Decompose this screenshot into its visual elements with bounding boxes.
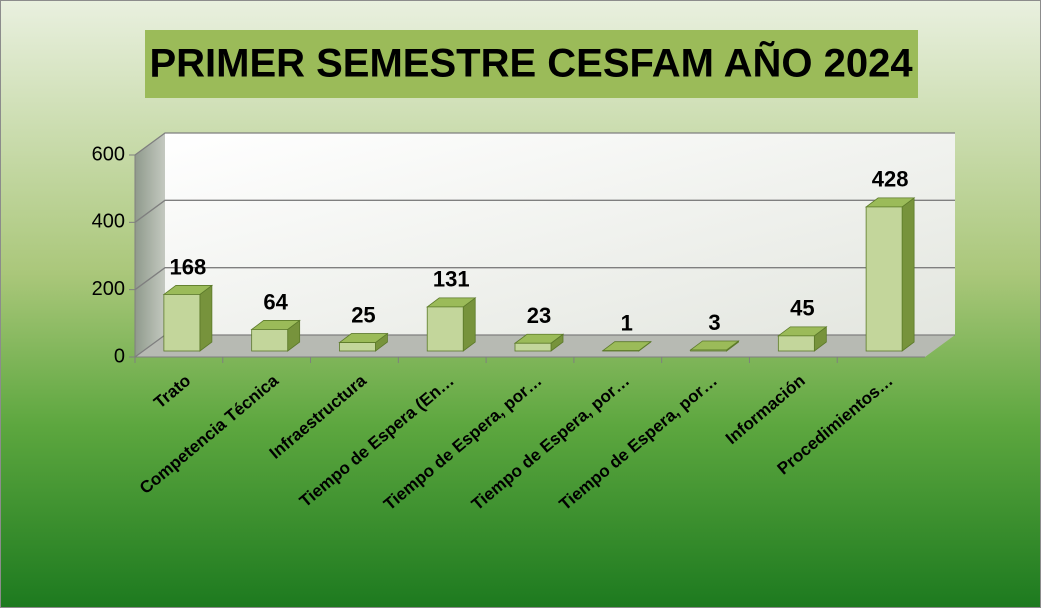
chart-title: PRIMER SEMESTRE CESFAM AÑO 2024 xyxy=(149,40,913,86)
data-label: 131 xyxy=(433,267,470,292)
bar xyxy=(251,329,289,352)
y-tick-label: 400 xyxy=(92,211,125,233)
data-label: 23 xyxy=(527,303,551,328)
back-wall xyxy=(165,133,955,335)
bar-side xyxy=(199,284,213,352)
data-label: 25 xyxy=(351,302,375,327)
bar xyxy=(690,349,727,352)
bar xyxy=(163,294,201,352)
data-label: 45 xyxy=(790,296,814,321)
side-wall xyxy=(135,133,165,357)
data-label: 428 xyxy=(872,167,909,192)
data-label: 1 xyxy=(621,310,633,335)
data-label: 3 xyxy=(708,310,720,335)
y-tick-label: 0 xyxy=(114,345,125,367)
y-tick-label: 600 xyxy=(92,143,125,165)
title-box xyxy=(145,30,918,98)
y-tick-label: 200 xyxy=(92,278,125,300)
data-label: 168 xyxy=(170,254,207,279)
grid-line xyxy=(134,199,955,223)
data-label: 64 xyxy=(263,289,288,314)
grid-line xyxy=(134,132,955,156)
grid-line xyxy=(134,267,955,291)
bar xyxy=(339,342,376,352)
bar xyxy=(426,306,464,352)
bar xyxy=(865,206,903,352)
bar-side xyxy=(901,197,915,352)
bar xyxy=(514,342,552,352)
bar xyxy=(777,335,815,352)
